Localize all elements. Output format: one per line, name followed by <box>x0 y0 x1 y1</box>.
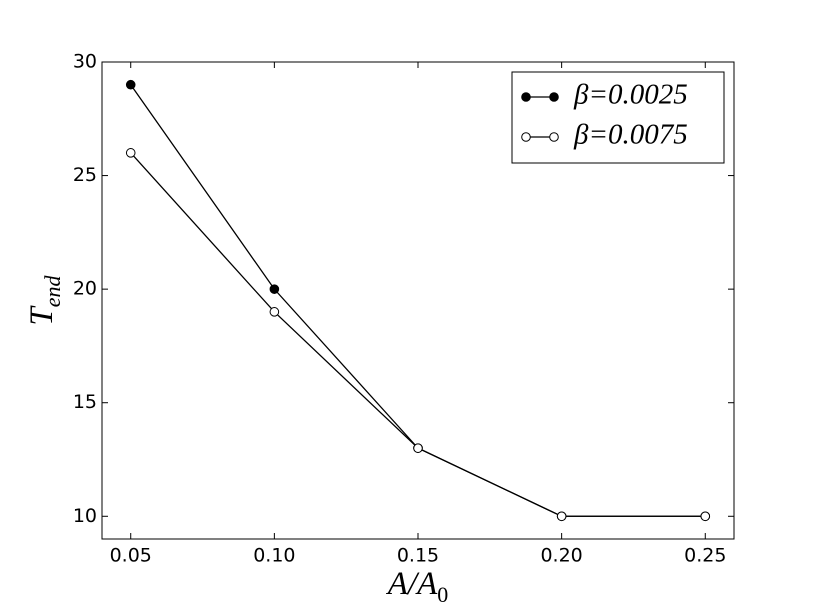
series-marker <box>125 79 136 90</box>
legend-frame <box>511 71 725 164</box>
y-tick-label: 10 <box>73 505 97 527</box>
y-tick-label: 15 <box>73 391 97 413</box>
legend-marker <box>549 132 559 142</box>
x-tick-label: 0.25 <box>684 545 726 567</box>
x-axis-label-sub: 0 <box>437 582 448 607</box>
y-axis-label-sub: end <box>40 274 65 307</box>
x-axis-label: A/A0 <box>386 566 448 607</box>
legend-marker <box>521 92 531 102</box>
x-tick-label: 0.15 <box>397 545 439 567</box>
y-axis-label-base: T <box>24 305 60 326</box>
series-marker <box>269 307 280 317</box>
x-axis-label-base: A/A <box>386 566 438 602</box>
legend-marker <box>521 132 531 142</box>
legend-label: β=0.0025 <box>573 79 688 111</box>
y-axis-label: Tend <box>24 274 65 325</box>
legend-label: β=0.0075 <box>573 119 688 151</box>
series-marker <box>556 511 567 522</box>
series-marker <box>269 284 280 294</box>
x-tick-label: 0.05 <box>110 545 152 567</box>
x-tick-label: 0.20 <box>540 545 582 567</box>
series-marker <box>125 148 136 158</box>
y-tick-label: 30 <box>73 51 97 73</box>
series-marker <box>413 443 423 453</box>
series-marker <box>700 511 711 522</box>
y-tick-label: 20 <box>73 278 97 300</box>
y-tick-label: 25 <box>73 164 97 186</box>
x-tick-label: 0.10 <box>253 545 295 567</box>
legend-marker <box>549 92 559 102</box>
